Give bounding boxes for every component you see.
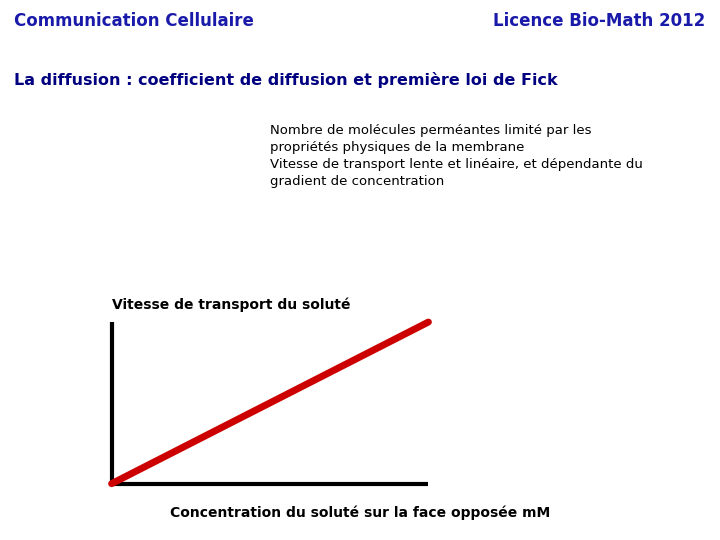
Text: Concentration du soluté sur la face opposée mM: Concentration du soluté sur la face oppo… [170,506,550,521]
Text: Vitesse de transport du soluté: Vitesse de transport du soluté [112,298,350,312]
Text: Communication Cellulaire: Communication Cellulaire [14,12,254,30]
Text: La diffusion : coefficient de diffusion et première loi de Fick: La diffusion : coefficient de diffusion … [14,72,558,88]
Text: Nombre de molécules perméantes limité par les
propriétés physiques de la membran: Nombre de molécules perméantes limité pa… [270,124,643,188]
Text: Licence Bio-Math 2012: Licence Bio-Math 2012 [493,12,706,30]
